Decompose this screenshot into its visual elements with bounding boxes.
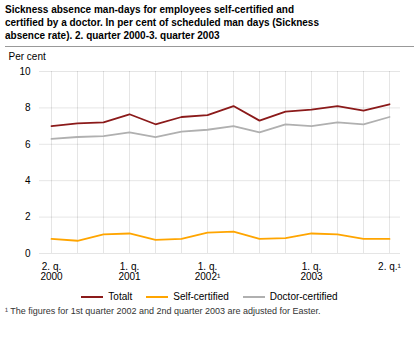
svg-text:1. q.2003: 1. q.2003 <box>300 261 323 282</box>
html-text:¹ The figures for 1st quarter: ¹ The figures for 1st quarter 2002 and 2… <box>5 306 321 316</box>
svg-text:6: 6 <box>25 139 31 150</box>
svg-text:4: 4 <box>25 175 31 186</box>
html-text:Doctor-certified: Doctor-certified <box>269 291 338 302</box>
svg-text:0: 0 <box>25 248 31 259</box>
svg-text:1. q.2001: 1. q.2001 <box>118 261 141 282</box>
html-text:Sickness absence man-days for: Sickness absence man-days for employees … <box>5 4 319 41</box>
svg-text:8: 8 <box>25 102 31 113</box>
svg-text:2. q.¹: 2. q.¹ <box>378 261 401 272</box>
svg-text:1. q.2002¹: 1. q.2002¹ <box>195 261 221 282</box>
svg-text:10: 10 <box>19 66 31 77</box>
svg-text:2: 2 <box>25 211 31 222</box>
html-text:Totalt: Totalt <box>108 291 133 302</box>
svg-text:Per cent: Per cent <box>9 51 46 62</box>
html-text:Self-certified: Self-certified <box>173 291 229 302</box>
svg-text:2. q.2000: 2. q.2000 <box>40 261 63 282</box>
